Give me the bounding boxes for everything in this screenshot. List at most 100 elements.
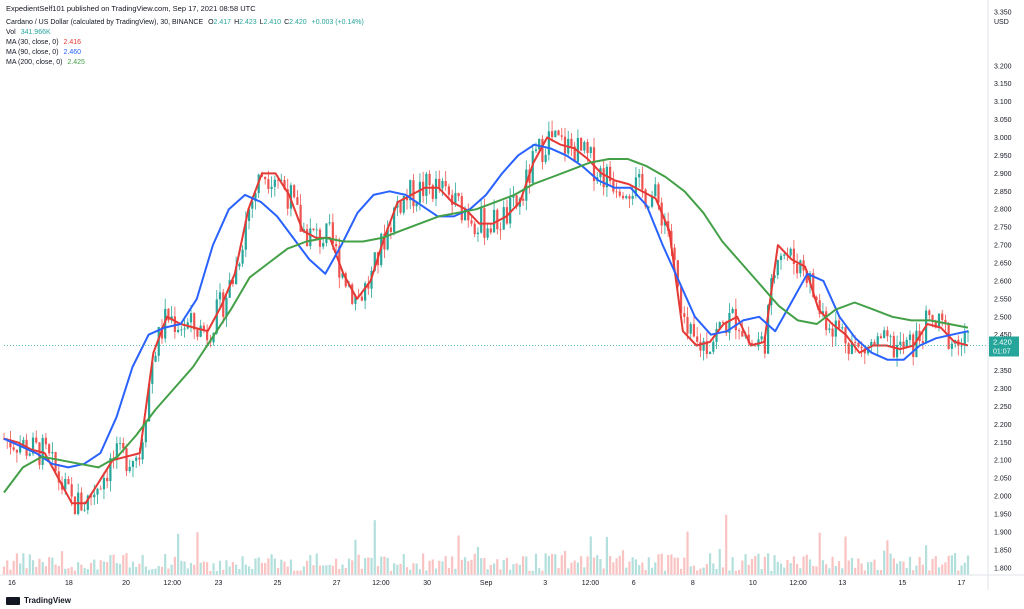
volume-bar bbox=[393, 563, 396, 575]
candle-body bbox=[538, 138, 541, 150]
volume-bar bbox=[802, 556, 805, 575]
chart-legend: Cardano / US Dollar (calculated by Tradi… bbox=[6, 18, 364, 68]
volume-bar bbox=[180, 560, 183, 575]
candle-body bbox=[160, 327, 164, 339]
candle-body bbox=[280, 180, 283, 181]
volume-bar bbox=[64, 568, 67, 575]
volume-bar bbox=[54, 564, 57, 575]
candle-body bbox=[615, 191, 618, 193]
volume-bar bbox=[299, 570, 302, 575]
volume-bar bbox=[731, 557, 734, 575]
volume-bar bbox=[312, 565, 315, 575]
candle-body bbox=[389, 227, 392, 232]
candle-body bbox=[534, 149, 538, 152]
candle-body bbox=[109, 458, 112, 482]
candle-body bbox=[789, 248, 792, 256]
volume-bar bbox=[947, 555, 950, 575]
candle-body bbox=[196, 329, 199, 337]
volume-bar bbox=[866, 562, 870, 575]
candle-body bbox=[841, 327, 844, 329]
volume-bar bbox=[686, 531, 689, 575]
volume-bar bbox=[328, 564, 331, 575]
candle-body bbox=[141, 442, 144, 460]
candle-body bbox=[476, 232, 480, 235]
candle-body bbox=[715, 328, 718, 342]
volume-bar bbox=[602, 568, 605, 575]
volume-bar bbox=[102, 561, 106, 575]
volume-bar bbox=[966, 555, 970, 575]
price-tick-label: 1.950 bbox=[994, 512, 1012, 519]
volume-bar bbox=[389, 570, 392, 575]
candle-body bbox=[206, 330, 209, 341]
ma200-label: MA (200, close, 0) bbox=[6, 59, 63, 66]
ma30-label: MA (30, close, 0) bbox=[6, 39, 59, 46]
volume-bar bbox=[937, 567, 941, 575]
volume-bar bbox=[763, 556, 766, 575]
volume-bar bbox=[463, 557, 467, 575]
candle-body bbox=[12, 447, 15, 450]
ohlc-h: H2.423 bbox=[234, 19, 257, 26]
tradingview-footer[interactable]: TradingView bbox=[6, 596, 71, 605]
volume-bar bbox=[315, 553, 318, 575]
volume-bar bbox=[650, 567, 654, 575]
volume-bar bbox=[489, 565, 492, 575]
volume-bar bbox=[876, 569, 879, 575]
volume-bar bbox=[254, 558, 257, 575]
candle-body bbox=[560, 135, 563, 137]
candle-body bbox=[480, 208, 483, 233]
candle-body bbox=[676, 260, 679, 287]
candle-body bbox=[889, 335, 892, 337]
candle-body bbox=[367, 283, 370, 289]
candle-body bbox=[447, 186, 451, 195]
volume-bar bbox=[667, 555, 670, 575]
candle-body bbox=[225, 297, 228, 317]
volume-bar bbox=[15, 553, 18, 575]
candle-body bbox=[115, 443, 118, 461]
candle-body bbox=[609, 166, 612, 182]
volume-bar bbox=[386, 557, 389, 575]
volume-bar bbox=[454, 568, 457, 575]
volume-bar bbox=[905, 568, 908, 575]
volume-bar bbox=[457, 535, 460, 575]
volume-bar bbox=[760, 568, 763, 575]
volume-bar bbox=[476, 546, 480, 575]
candle-body bbox=[767, 305, 770, 354]
brand-label: TradingView bbox=[24, 596, 71, 605]
volume-bar bbox=[160, 566, 164, 575]
volume-bar bbox=[696, 570, 699, 575]
ma90-row: MA (90, close, 0) 2.460 bbox=[6, 48, 364, 58]
volume-bar bbox=[157, 565, 160, 575]
candle-body bbox=[138, 457, 141, 460]
candle-body bbox=[315, 229, 318, 231]
candle-body bbox=[189, 313, 193, 323]
candle-body bbox=[489, 228, 492, 233]
volume-bar bbox=[373, 520, 376, 575]
ma90-label: MA (90, close, 0) bbox=[6, 49, 59, 56]
candle-body bbox=[631, 195, 634, 199]
volume-bar bbox=[273, 558, 276, 575]
volume-bar bbox=[750, 558, 754, 575]
candle-body bbox=[244, 220, 247, 250]
volume-bar bbox=[705, 564, 708, 575]
candle-body bbox=[825, 311, 828, 330]
price-tick-label: 3.000 bbox=[994, 135, 1012, 142]
volume-bar bbox=[657, 554, 660, 575]
volume-bar bbox=[486, 569, 489, 575]
candle-body bbox=[144, 421, 147, 443]
price-tick-label: 2.200 bbox=[994, 422, 1012, 429]
volume-bar bbox=[873, 559, 876, 575]
candle-body bbox=[763, 336, 766, 354]
time-tick-label: 12:00 bbox=[372, 580, 390, 587]
volume-bar bbox=[367, 557, 370, 575]
price-tick-label: 2.300 bbox=[994, 386, 1012, 393]
time-tick-label: 17 bbox=[958, 580, 966, 587]
volume-bar bbox=[183, 561, 186, 575]
volume-bar bbox=[744, 554, 747, 575]
volume-bar bbox=[754, 555, 757, 575]
candle-body bbox=[883, 330, 886, 339]
volume-bar bbox=[883, 550, 886, 575]
time-tick-label: 23 bbox=[215, 580, 223, 587]
volume-bar bbox=[580, 556, 583, 575]
volume-bar bbox=[415, 563, 418, 575]
